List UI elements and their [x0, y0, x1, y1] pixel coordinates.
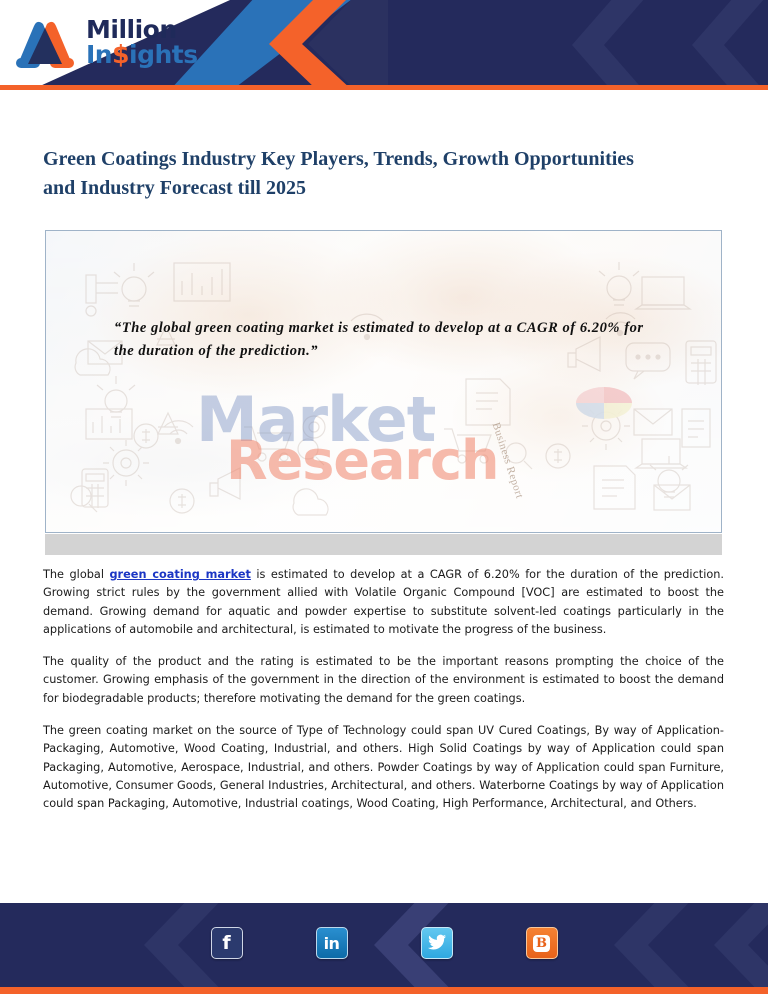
logo-line-million: Million	[86, 15, 177, 44]
cloud-icon	[292, 488, 329, 516]
hero-quote-text: “The global green coating market is esti…	[114, 320, 644, 360]
paragraph-1-lead: The global	[43, 568, 110, 581]
linkedin-glyph: in	[323, 933, 340, 953]
hero-caption-bar	[45, 534, 722, 555]
brand-logo-wordmark: Million In$ights	[86, 17, 198, 67]
envelope-icon	[633, 408, 673, 436]
wifi-icon	[350, 313, 384, 341]
blogger-glyph: B	[533, 934, 550, 952]
document-icon	[593, 465, 636, 510]
lightbulb-icon	[598, 262, 640, 306]
logo-line-insights: In$ights	[86, 42, 198, 67]
laptop-icon	[634, 438, 688, 469]
lightbulb-icon	[649, 456, 689, 498]
brand-logo[interactable]: Million In$ights	[14, 14, 198, 70]
cloud-icon	[74, 348, 111, 376]
wifi-icon	[605, 312, 636, 337]
facebook-icon[interactable]: f	[210, 927, 243, 959]
pie-chart-graphic	[576, 387, 632, 419]
checklist-icon	[681, 408, 711, 448]
page-title: Green Coatings Industry Key Players, Tre…	[43, 148, 634, 199]
shopping-cart-icon	[244, 426, 292, 462]
calculator-icon	[685, 340, 717, 385]
page-header: Million In$ights	[0, 0, 768, 90]
social-links: f in B	[0, 927, 768, 959]
hero-business-icon-pattern	[46, 231, 721, 532]
envelope-icon	[653, 484, 691, 511]
dollar-coin-icon	[169, 488, 195, 514]
dollar-coin-icon	[545, 443, 571, 469]
lightbulb-icon	[113, 263, 155, 307]
million-insights-logo-mark-icon	[14, 14, 76, 70]
page-footer: f in B	[0, 903, 768, 994]
dollar-coin-icon	[133, 423, 159, 449]
envelope-icon	[87, 340, 123, 365]
megaphone-icon	[567, 336, 601, 372]
target-icon	[302, 415, 326, 439]
logo-dollar-glyph: $	[112, 40, 130, 69]
hero-banner-image: Market Research Business Report “The glo…	[45, 230, 722, 533]
shopping-cart-icon	[444, 428, 492, 464]
green-coating-market-link[interactable]: green coating market	[109, 568, 251, 581]
article-body: The global green coating market is estim…	[43, 566, 724, 814]
header-orange-rule	[0, 85, 768, 90]
magnifier-icon	[505, 442, 533, 470]
twitter-icon[interactable]	[420, 927, 453, 959]
paragraph-1-rest: is estimated to develop at a CAGR of 6.2…	[43, 568, 725, 636]
gear-icon	[103, 440, 149, 486]
watermark-market: Market	[196, 383, 436, 456]
magnifier-icon	[297, 438, 325, 466]
chat-bubble-icon	[625, 342, 671, 380]
megaphone-icon	[209, 467, 241, 500]
logo-insights-pre: In	[86, 40, 113, 69]
document-icon	[465, 378, 511, 426]
gear-icon	[582, 402, 630, 450]
star-icon	[157, 411, 179, 435]
watermark-research: Research	[226, 429, 499, 492]
laptop-icon	[634, 276, 692, 310]
calculator-icon	[81, 468, 109, 508]
paragraph-1: The global green coating market is estim…	[43, 566, 724, 639]
bar-chart-icon	[173, 262, 231, 302]
header-chevron-watermark-1	[572, 0, 652, 90]
blogger-icon[interactable]: B	[525, 927, 558, 959]
star-icon	[156, 324, 176, 346]
logo-insights-post: ights	[129, 40, 198, 69]
paragraph-3: The green coating market on the source o…	[43, 724, 724, 811]
linkedin-icon[interactable]: in	[315, 927, 348, 959]
facebook-glyph: f	[222, 932, 231, 954]
bar-chart-icon	[85, 408, 133, 440]
magnifier-icon	[70, 485, 98, 513]
twitter-bird-glyph	[427, 934, 446, 950]
hero-white-veil	[46, 231, 721, 532]
clipboard-icon	[85, 274, 118, 317]
wifi-icon	[163, 420, 194, 445]
lightbulb-icon	[96, 376, 136, 418]
footer-orange-rule	[0, 987, 768, 994]
header-chevron-watermark-2	[692, 0, 768, 90]
paragraph-2: The quality of the product and the ratin…	[43, 655, 724, 705]
